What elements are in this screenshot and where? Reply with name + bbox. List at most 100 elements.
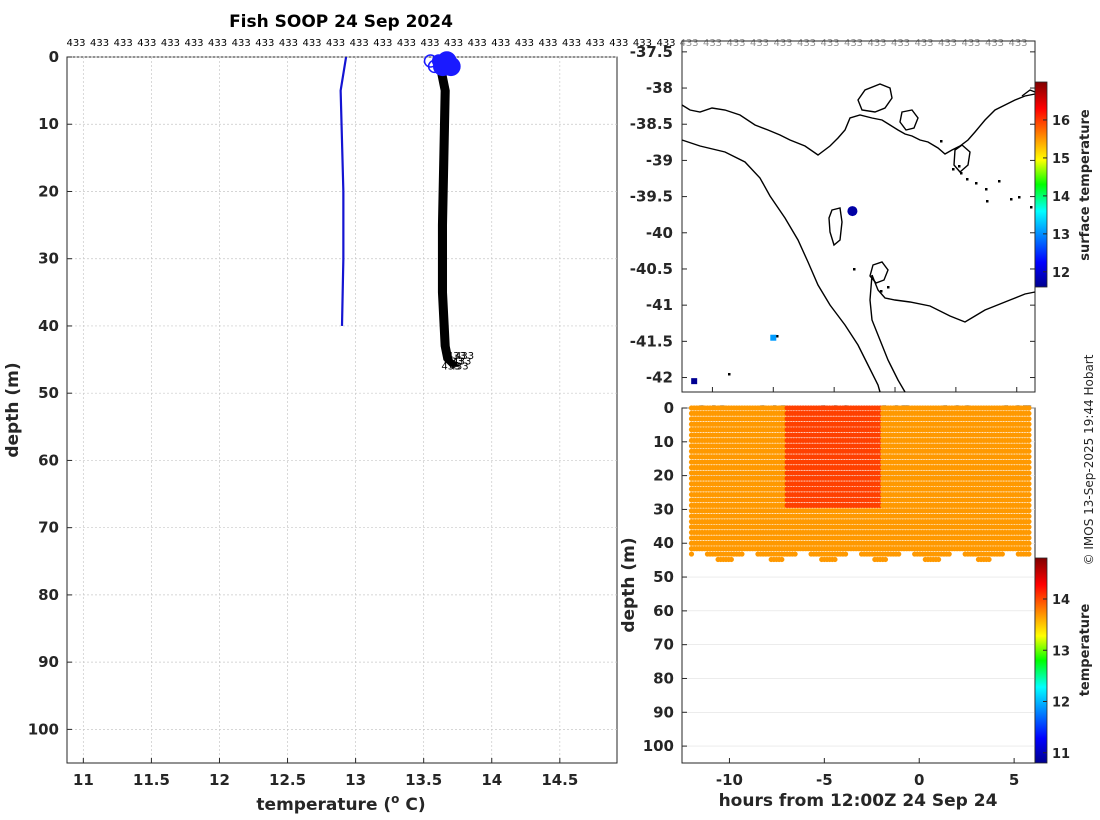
map-island-dot [960, 172, 963, 175]
section-data-point [1026, 427, 1032, 433]
map-y-tick-label: -41.5 [630, 332, 673, 350]
section-y-tick-label: 90 [653, 703, 674, 721]
map-top-label: 433 [985, 38, 1004, 49]
section-y-tick-label: 0 [664, 399, 674, 417]
map-y-tick-label: -39.5 [630, 188, 673, 206]
section-y-tick-label: 60 [653, 602, 674, 620]
profile-y-tick-label: 0 [49, 48, 59, 66]
section-y-label: depth (m) [619, 537, 639, 632]
map-island-dot [952, 168, 955, 171]
profile-y-tick-label: 70 [38, 519, 59, 537]
cast-profile-line [442, 63, 459, 368]
section-colorbar-tick-label: 14 [1052, 593, 1070, 608]
map-top-label: 433 [726, 38, 745, 49]
section-x-tick-label: -5 [816, 771, 833, 789]
section-data-point [792, 551, 798, 557]
map-top-label: 433 [797, 38, 816, 49]
profile-y-tick-label: 100 [28, 720, 59, 738]
section-colorbar [1034, 557, 1048, 764]
map-island-dot [975, 182, 978, 185]
profile-top-label: 433 [656, 38, 675, 49]
map-top-label: 433 [938, 38, 957, 49]
section-data-point [1026, 454, 1032, 460]
profile-top-label: 433 [373, 38, 392, 49]
section-y-tick-label: 50 [653, 568, 674, 586]
profile-top-label: 433 [90, 38, 109, 49]
section-data-point [842, 551, 849, 557]
map-island-dot [1018, 196, 1021, 199]
map-y-ticks: -37.5 -38 -38.5 -39 -39.5 -40 -40.5 -41 -41.5 -42 [630, 43, 1035, 387]
map-island-dot [853, 268, 856, 271]
map-data-point [847, 206, 858, 217]
section-y-tick-label: 20 [653, 467, 674, 485]
map-top-label: 433 [679, 38, 698, 49]
map-top-label: 433 [773, 38, 792, 49]
section-data-point [1026, 470, 1032, 476]
section-data-point [832, 556, 838, 563]
map-colorbar-tick-label: 14 [1052, 190, 1070, 205]
profile-x-tick-label: 12 [209, 771, 230, 789]
section-y-tick-label: 100 [643, 737, 674, 755]
profile-grid [67, 56, 617, 763]
profile-top-label: 433 [161, 38, 180, 49]
profile-y-tick-label: 50 [38, 384, 59, 402]
cast-bottom-label: 433 [455, 351, 474, 362]
section-data-point [1026, 524, 1032, 530]
profile-top-label: 433 [137, 38, 156, 49]
section-data-point [1026, 464, 1032, 471]
map-island-dot [986, 200, 989, 203]
profile-top-label: 433 [232, 38, 251, 49]
section-data-point [739, 551, 745, 557]
section-data-point [1026, 513, 1032, 519]
profile-y-label: depth (m) [3, 362, 23, 457]
profile-x-tick-label: 14 [481, 771, 502, 789]
profile-x-tick-label: 13.5 [405, 771, 442, 789]
profile-y-tick-label: 60 [38, 451, 59, 469]
map-y-tick-label: -37.5 [630, 43, 673, 61]
map-island-dot [880, 290, 883, 293]
map-island-dot [1030, 206, 1033, 209]
map-island-dot [966, 178, 969, 181]
section-colorbar-tick-label: 11 [1052, 747, 1070, 762]
section-plot: -10 -5 0 5 0 10 20 30 40 50 60 70 80 90 100 hours fro… [619, 399, 1093, 811]
cast-bottom-label: 433 [444, 356, 463, 367]
map-coastline [681, 83, 1036, 393]
section-colorbar-tick-label: 13 [1052, 644, 1070, 659]
map-top-labels: 433 433 433 433 433 433 433 433 433 433 433 433 433 4… [679, 38, 1027, 49]
profile-top-label: 433 [114, 38, 133, 49]
section-data-point [1026, 421, 1032, 427]
profile-top-labels: 433 433 433 433 433 433 433 433 433 433 433 433 433 4… [66, 38, 675, 49]
profile-y-tick-label: 30 [38, 250, 59, 268]
section-colorbar-tick-label: 12 [1052, 696, 1070, 711]
profile-x-label: temperature (o C) [256, 792, 425, 815]
section-data-point [935, 556, 942, 563]
profile-y-tick-label: 20 [38, 182, 59, 200]
map-top-label: 433 [844, 38, 863, 49]
map-island-dot [985, 188, 988, 191]
map-top-label: 433 [1008, 38, 1027, 49]
profile-top-label: 433 [538, 38, 557, 49]
map-island-dot [776, 335, 779, 338]
profile-y-tick-label: 10 [38, 115, 59, 133]
profile-x-tick-label: 11 [73, 771, 94, 789]
profile-top-label: 433 [609, 38, 628, 49]
section-data-point [1026, 502, 1032, 508]
section-x-label: hours from 12:00Z 24 Sep 24 [719, 791, 998, 811]
map-top-label: 433 [914, 38, 933, 49]
section-data-point [1026, 481, 1032, 487]
section-y-tick-label: 80 [653, 669, 674, 687]
section-data-point [1026, 459, 1032, 465]
section-data-point [1026, 475, 1032, 481]
section-data-point [1026, 529, 1032, 536]
section-data-point [1026, 416, 1032, 422]
map-top-label: 433 [891, 38, 910, 49]
map-island-dot [1010, 198, 1013, 201]
map-y-tick-label: -40.5 [630, 260, 673, 278]
profile-y-tick-label: 40 [38, 317, 59, 335]
profile-x-ticks: 11 11.5 12 12.5 13 13.5 14 14.5 [73, 758, 578, 789]
profile-y-tick-label: 80 [38, 586, 59, 604]
section-data-point [728, 556, 734, 563]
section-x-tick-label: 5 [1009, 771, 1019, 789]
map-island-dot [958, 165, 961, 168]
map-axes-frame [681, 40, 1036, 393]
